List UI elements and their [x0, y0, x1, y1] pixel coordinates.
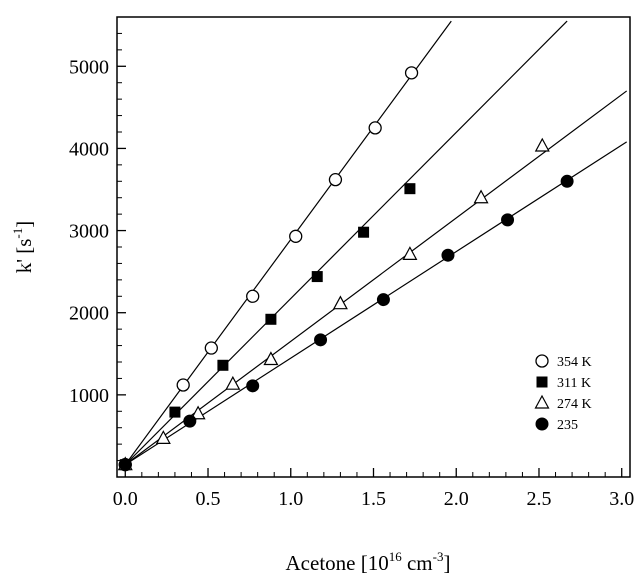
x-axis-title: Acetone [1016 cm-3]	[286, 549, 451, 575]
legend-label: 235	[557, 418, 578, 433]
data-point-series-2	[334, 297, 347, 309]
data-point-series-0	[329, 174, 341, 186]
legend-label: 311 K	[557, 376, 591, 391]
y-tick-label: 5000	[69, 56, 109, 78]
data-markers	[119, 67, 573, 471]
legend-marker-2	[536, 396, 549, 408]
data-point-series-0	[406, 67, 418, 79]
data-point-series-0	[247, 290, 259, 302]
fit-line-series-2	[125, 91, 626, 465]
data-point-series-0	[369, 122, 381, 134]
legend-marker-3	[536, 418, 548, 430]
data-point-series-3	[502, 214, 514, 226]
x-tick-label: 1.0	[278, 488, 303, 510]
y-axis-title: k' [s-1]	[10, 221, 36, 274]
legend-marker-1	[537, 377, 548, 388]
data-point-series-1	[404, 183, 415, 194]
plot-frame	[117, 17, 630, 477]
data-point-series-1	[312, 271, 323, 282]
legend-label: 354 K	[557, 355, 592, 370]
x-tick-label: 0.0	[113, 488, 138, 510]
data-point-series-1	[169, 407, 180, 418]
data-point-series-2	[226, 377, 239, 389]
legend: 354 K 311 K 274 K 235	[536, 355, 592, 433]
data-point-series-1	[265, 314, 276, 325]
data-point-series-3	[119, 459, 131, 471]
fit-line-series-0	[125, 21, 451, 465]
y-tick-label: 1000	[69, 385, 109, 407]
fit-lines	[125, 21, 626, 465]
data-point-series-1	[358, 227, 369, 238]
axis-ticks	[117, 33, 622, 477]
legend-marker-0	[536, 355, 548, 367]
x-tick-label: 3.0	[609, 488, 634, 510]
legend-label: 274 K	[557, 397, 592, 412]
data-point-series-3	[442, 249, 454, 261]
fit-line-series-1	[125, 21, 567, 465]
x-tick-label: 0.5	[196, 488, 221, 510]
data-point-series-0	[290, 230, 302, 242]
y-tick-label: 2000	[69, 303, 109, 325]
data-point-series-1	[217, 360, 228, 371]
data-point-series-3	[377, 294, 389, 306]
data-point-series-2	[264, 353, 277, 365]
axis-tick-labels: 0.0 0.5 1.0 1.5 2.0 2.5 3.0 1000 2000 3000 4000 500…	[69, 56, 634, 510]
data-point-series-0	[177, 379, 189, 391]
y-tick-label: 4000	[69, 138, 109, 160]
y-tick-label: 3000	[69, 221, 109, 243]
data-point-series-3	[247, 380, 259, 392]
data-point-series-3	[561, 175, 573, 187]
data-point-series-3	[315, 334, 327, 346]
x-tick-label: 1.5	[361, 488, 386, 510]
x-tick-label: 2.5	[526, 488, 551, 510]
data-point-series-2	[536, 139, 549, 151]
x-tick-label: 2.0	[444, 488, 469, 510]
data-point-series-3	[184, 415, 196, 427]
data-point-series-0	[205, 342, 217, 354]
